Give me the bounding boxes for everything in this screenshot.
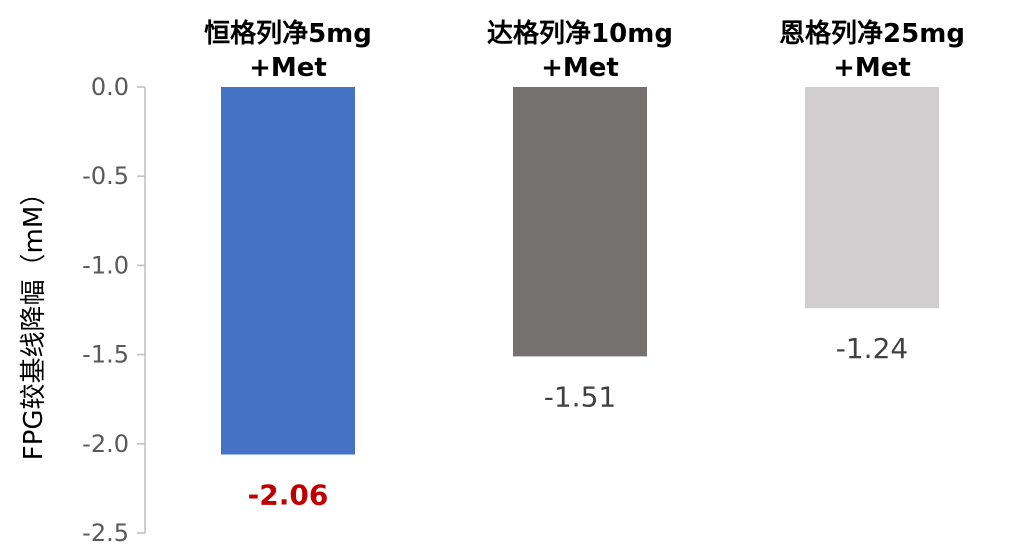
y-tick-label: -2.0 xyxy=(82,430,129,458)
y-tick-label: -1.0 xyxy=(82,251,129,279)
y-tick-label: -1.5 xyxy=(82,341,129,369)
category-label: 恒格列净5mg xyxy=(204,18,372,49)
y-axis-label: FPG较基线降幅（mM） xyxy=(19,180,49,461)
value-label: -1.51 xyxy=(544,380,616,413)
category-label: 达格列净10mg xyxy=(487,18,673,49)
bar xyxy=(805,87,939,309)
y-tick-label: -2.5 xyxy=(82,519,129,546)
bar xyxy=(221,87,355,455)
category-label: +Met xyxy=(541,53,619,83)
y-ticks: 0.0 -0.5 -1.0 -1.5 -2.0 -2.5 xyxy=(82,73,145,547)
category-label: 恩格列净25mg xyxy=(779,18,965,49)
category-labels: 恒格列净5mg +Met 达格列净10mg +Met 恩格列净25mg +Met xyxy=(204,18,965,83)
bar xyxy=(513,87,647,357)
bars xyxy=(221,87,939,455)
y-tick-label: -0.5 xyxy=(82,162,129,190)
value-labels: -2.06 -1.51 -1.24 xyxy=(248,332,909,511)
axes: 0.0 -0.5 -1.0 -1.5 -2.0 -2.5 xyxy=(82,73,146,547)
category-label: +Met xyxy=(249,53,327,83)
value-label: -2.06 xyxy=(248,479,329,512)
category-label: +Met xyxy=(833,53,911,83)
y-tick-label: 0.0 xyxy=(91,73,129,101)
value-label: -1.24 xyxy=(836,332,908,365)
